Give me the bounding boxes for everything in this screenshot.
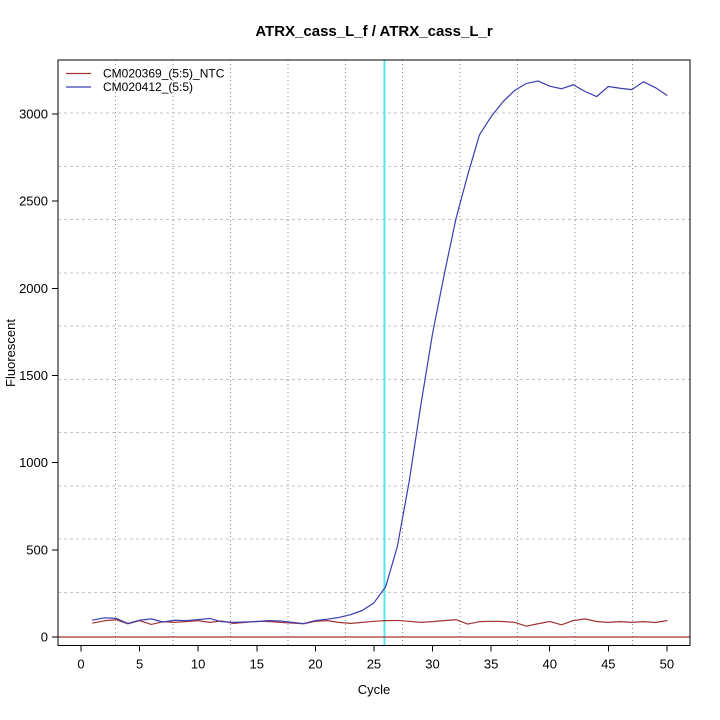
x-tick-label: 0 [77, 657, 84, 672]
x-tick-label: 50 [660, 657, 674, 672]
y-axis-label: Fluorescent [3, 319, 18, 387]
y-tick-label: 1000 [19, 455, 48, 470]
x-tick-label: 35 [484, 657, 498, 672]
legend: CM020369_(5:5)_NTC CM020412_(5:5) [66, 67, 225, 94]
x-axis-label: Cycle [358, 682, 391, 697]
legend-label-sample: CM020412_(5:5) [103, 80, 193, 94]
x-tick-label: 25 [367, 657, 381, 672]
x-tick-label: 15 [250, 657, 264, 672]
x-tick-label: 5 [136, 657, 143, 672]
y-tick-label: 2500 [19, 194, 48, 209]
x-tick-label: 40 [542, 657, 556, 672]
x-tick-label: 10 [191, 657, 205, 672]
x-tick-label: 30 [425, 657, 439, 672]
chart-layer: 0 5 10 15 20 25 30 35 40 45 5005001000150020002500… [19, 59, 691, 672]
y-tick-label: 1500 [19, 368, 48, 383]
series-curve-1 [92, 80, 668, 625]
x-tick-label: 45 [601, 657, 615, 672]
y-tick-label: 3000 [19, 107, 48, 122]
plot-box [57, 59, 691, 646]
plot-title: ATRX_cass_L_f / ATRX_cass_L_r [255, 23, 492, 40]
legend-label-ntc: CM020369_(5:5)_NTC [103, 67, 225, 81]
y-tick-label: 0 [41, 629, 48, 644]
y-tick-label: 2000 [19, 281, 48, 296]
y-tick-label: 500 [26, 542, 48, 557]
series-curve-0 [92, 618, 668, 627]
x-tick-label: 20 [308, 657, 322, 672]
